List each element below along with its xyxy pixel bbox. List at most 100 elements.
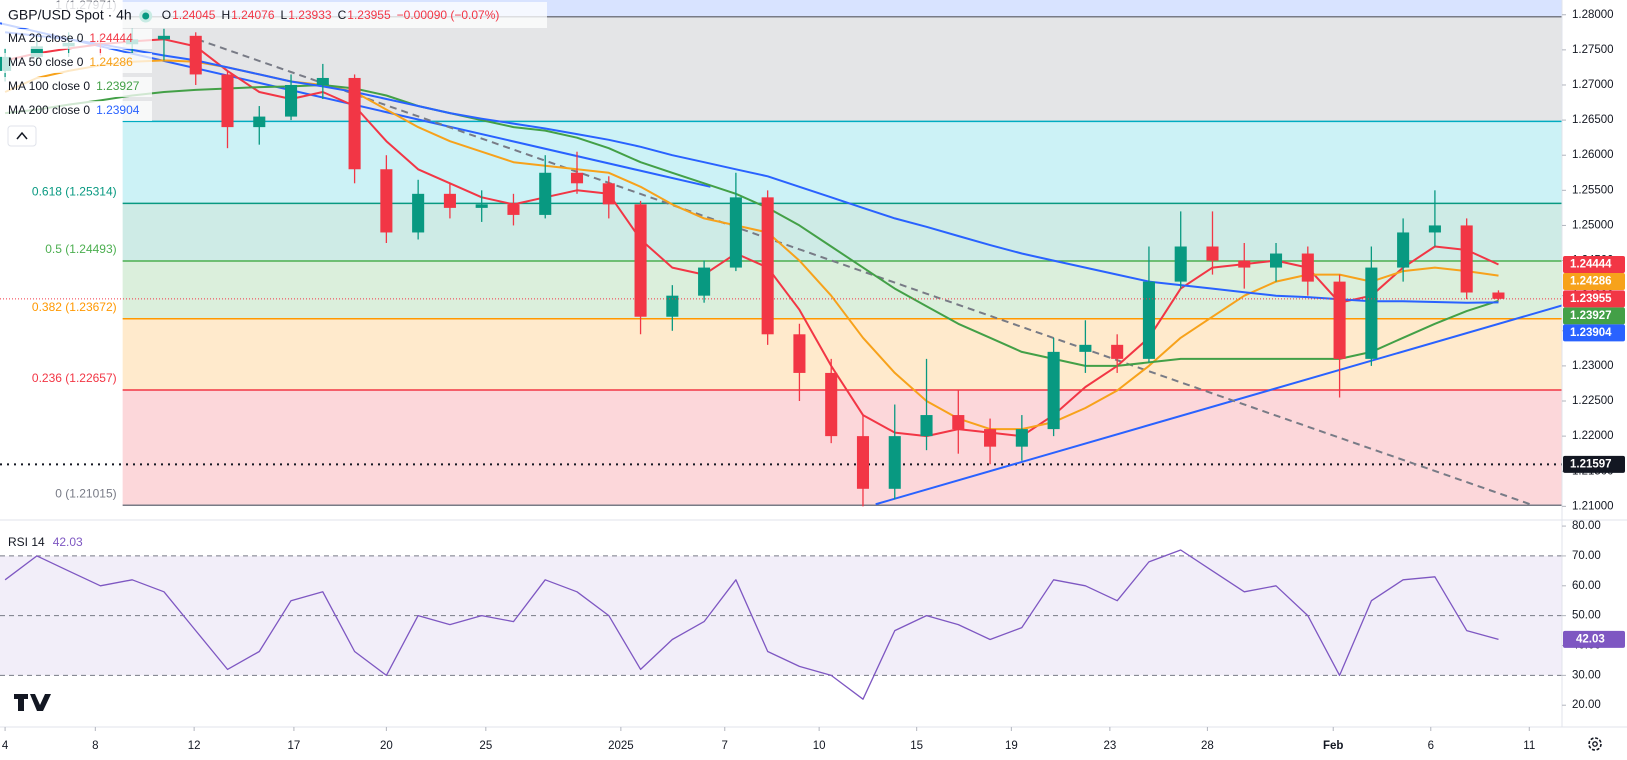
settings-button[interactable] — [1588, 737, 1602, 751]
candle-body — [1111, 344, 1124, 359]
price-tag-label: 1.23904 — [1570, 327, 1612, 339]
candle-body — [729, 197, 742, 268]
candle-body — [380, 169, 393, 233]
y-tick-label: 80.00 — [1572, 520, 1601, 532]
x-tick-label: 28 — [1201, 740, 1214, 752]
y-tick-label: 1.26500 — [1572, 114, 1614, 126]
candle-body — [570, 172, 584, 184]
logo — [14, 694, 51, 711]
x-tick-label: 6 — [1428, 740, 1434, 752]
fib-label: 0.5 (1.24493) — [45, 242, 116, 256]
ohlc-value: 1.24045 — [172, 8, 216, 22]
trendline — [875, 304, 1562, 506]
ohlc-value: 1.24076 — [231, 8, 275, 22]
candle-body — [253, 116, 266, 128]
y-tick-label: 1.21000 — [1572, 500, 1614, 512]
candle-body — [856, 436, 870, 489]
candle-body — [984, 429, 997, 447]
price-tag — [1563, 272, 1625, 290]
candle-body — [698, 267, 711, 296]
candle-body — [1142, 281, 1155, 359]
candle-body — [666, 295, 679, 317]
candle-body — [189, 35, 202, 75]
y-tick-label: 1.25500 — [1572, 184, 1614, 196]
y-tick-label: 30.00 — [1572, 669, 1601, 681]
y-tick-label: 1.22000 — [1572, 430, 1614, 442]
y-tick-label: 1.28000 — [1572, 9, 1614, 21]
candle-body — [1206, 246, 1219, 261]
y-tick-label: 1.26000 — [1572, 149, 1614, 161]
candle-body — [1492, 292, 1505, 299]
candle-body — [285, 84, 298, 117]
legend-name: MA 50 close 0 — [8, 55, 84, 69]
ohlc-value: 1.23955 — [347, 8, 391, 22]
fib-zone — [122, 203, 1562, 262]
symbol-title: GBP/USD Spot · 4h — [8, 7, 132, 23]
rsi-legend-name: RSI 14 — [8, 535, 45, 549]
candle-body — [507, 204, 520, 215]
price-tag — [1563, 255, 1625, 273]
legend-name: MA 20 close 0 — [8, 31, 84, 45]
ohlc-key: C — [338, 8, 347, 22]
x-tick-label: 17 — [288, 740, 301, 752]
ohlc-value: 1.23933 — [288, 8, 332, 22]
y-tick-label: 1.25000 — [1572, 219, 1614, 231]
moving-average — [4, 31, 1499, 304]
x-tick-label: 8 — [92, 740, 98, 752]
y-tick-label: 1.27000 — [1572, 79, 1614, 91]
ohlc-key: L — [281, 8, 288, 22]
candle-body — [1269, 253, 1283, 268]
x-tick-label: 7 — [722, 740, 728, 752]
legend-background — [2, 53, 152, 73]
candle-body — [1428, 225, 1441, 233]
ohlc-key: H — [221, 8, 230, 22]
candle-body — [443, 193, 456, 208]
y-tick-label: 60.00 — [1572, 580, 1601, 592]
candle-body — [412, 193, 425, 233]
price-tag — [1563, 290, 1625, 308]
candle-body — [888, 436, 901, 489]
candle-body — [1460, 225, 1473, 293]
candle-body — [1174, 246, 1187, 282]
y-tick-label: 20.00 — [1572, 699, 1601, 711]
y-tick-label: 1.23000 — [1572, 360, 1614, 372]
candle-body — [316, 77, 329, 85]
y-tick-label: 50.00 — [1572, 610, 1601, 622]
rsi-tag — [1563, 630, 1625, 648]
price-change: −0.00090 (−0.07%) — [397, 8, 500, 22]
axes: 1.210001.215001.220001.225001.230001.235… — [2, 9, 1625, 752]
candle-body — [475, 204, 488, 208]
x-tick-label: 11 — [1523, 740, 1535, 752]
legend-value: 1.24286 — [89, 55, 133, 69]
legend: GBP/USD Spot · 4h O 1.24045 H 1.24076 L 1.2393… — [2, 2, 547, 549]
legend-background — [2, 77, 152, 97]
x-tick-label: 20 — [380, 740, 393, 752]
legend-value: 1.23904 — [96, 103, 140, 117]
candle-body — [634, 204, 647, 317]
rsi-line — [4, 549, 1499, 700]
y-tick-label: 70.00 — [1572, 550, 1601, 562]
price-tag — [1563, 324, 1625, 342]
x-tick-label: 12 — [188, 740, 201, 752]
y-tick-label: 1.22500 — [1572, 395, 1614, 407]
legend-background — [2, 2, 547, 28]
fib-label: 0.236 (1.22657) — [32, 371, 117, 385]
price-tag — [1563, 307, 1625, 325]
candle-body — [1301, 253, 1314, 282]
price-tag-label: 1.24286 — [1570, 276, 1612, 288]
candle-body — [1238, 260, 1251, 268]
price-tag-label: 1.23927 — [1570, 310, 1612, 322]
x-tick-label: 19 — [1005, 740, 1018, 752]
rsi-band — [0, 555, 1562, 676]
candle-body — [952, 415, 965, 430]
price-tag-label: 1.23955 — [1570, 293, 1612, 305]
price-tag-label: 1.21597 — [1570, 458, 1612, 470]
candle-body — [1333, 281, 1346, 359]
collapse-button[interactable] — [7, 125, 37, 147]
rsi-pane — [0, 549, 1562, 700]
candle-body — [825, 372, 838, 437]
candle-body — [1015, 429, 1028, 447]
x-tick-label: 10 — [813, 740, 826, 752]
